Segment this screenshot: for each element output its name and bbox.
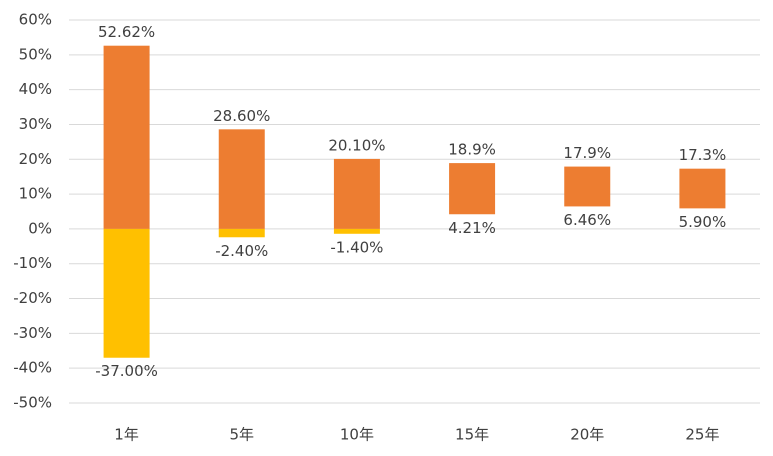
x-tick-label: 20年	[570, 426, 604, 444]
value-label: 17.9%	[563, 144, 611, 162]
value-label: 52.62%	[98, 23, 155, 41]
y-tick-label: -20%	[13, 289, 52, 307]
value-label: 20.10%	[328, 136, 385, 154]
value-label: 5.90%	[679, 213, 727, 231]
x-tick-label: 10年	[340, 426, 374, 444]
x-tick-label: 5年	[229, 426, 254, 444]
bar	[218, 228, 265, 238]
value-label: 17.3%	[679, 146, 727, 164]
x-tick-label: 1年	[114, 426, 139, 444]
value-label: 18.9%	[448, 141, 496, 159]
value-label: 4.21%	[448, 219, 496, 237]
y-tick-label: 20%	[19, 150, 52, 168]
x-tick-label: 25年	[685, 426, 719, 444]
bar	[679, 168, 726, 209]
y-tick-label: 10%	[19, 185, 52, 203]
y-tick-label: 40%	[19, 80, 52, 98]
y-tick-label: -30%	[13, 324, 52, 342]
bar	[449, 163, 496, 215]
bar	[103, 45, 150, 229]
bar	[218, 129, 265, 229]
y-tick-label: 50%	[19, 45, 52, 63]
value-label: -1.40%	[330, 238, 383, 256]
value-label: 6.46%	[563, 211, 611, 229]
bar	[333, 158, 380, 229]
value-label: -2.40%	[215, 242, 268, 260]
bar	[333, 228, 380, 234]
bar	[103, 228, 150, 358]
y-tick-label: 60%	[19, 11, 52, 29]
value-label: -37.00%	[95, 362, 158, 380]
y-tick-label: 0%	[28, 219, 52, 237]
value-label: 28.60%	[213, 107, 270, 125]
y-tick-label: -50%	[13, 394, 52, 412]
y-tick-label: -40%	[13, 359, 52, 377]
y-tick-label: 30%	[19, 115, 52, 133]
y-tick-label: -10%	[13, 254, 52, 272]
x-tick-label: 15年	[455, 426, 489, 444]
bar	[564, 166, 611, 207]
